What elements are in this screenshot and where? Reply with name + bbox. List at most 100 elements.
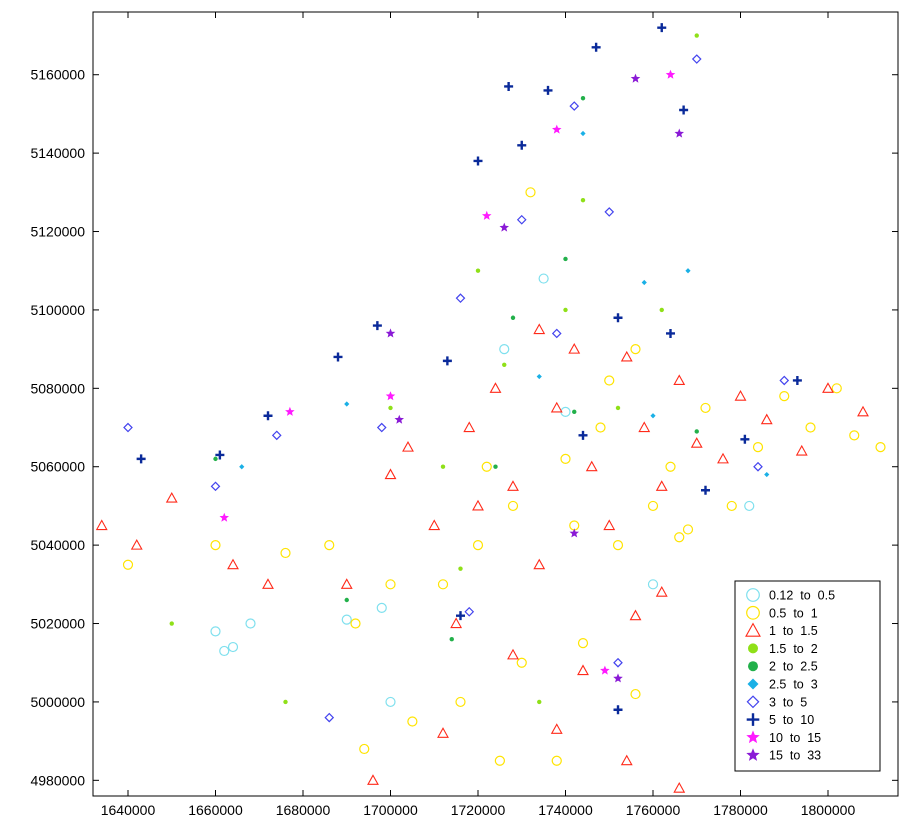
series-2-point-9 (463, 421, 476, 433)
series-0-point-4 (376, 602, 387, 613)
plot-frame (92, 11, 899, 797)
series-5-point-1 (344, 401, 350, 407)
series-2-point-27 (857, 405, 869, 417)
series-2-point-15 (585, 460, 598, 472)
series-1-point-35 (359, 743, 370, 755)
legend-label-5: 2.5 to 3 (769, 678, 818, 692)
series-9-point-3 (674, 128, 684, 138)
series-6-group (123, 54, 790, 723)
series-8-point-2 (482, 210, 492, 220)
series-2-point-10 (489, 382, 502, 393)
series-1-point-14 (630, 344, 641, 355)
series-7-point-12 (666, 328, 675, 338)
x-tick-label: 1740000 (538, 802, 593, 818)
x-tick-label: 1720000 (451, 802, 506, 818)
series-8-point-5 (552, 124, 562, 134)
x-tick-label: 1660000 (188, 802, 243, 818)
series-7-point-15 (792, 375, 802, 385)
series-7-point-9 (591, 42, 601, 52)
y-tick-label: 5000000 (30, 694, 85, 710)
series-9-point-0 (385, 328, 396, 338)
legend-label-4: 2 to 2.5 (769, 660, 818, 674)
legend-marker-0 (746, 588, 760, 602)
series-6-point-1 (210, 481, 221, 492)
series-2-point-39 (384, 468, 397, 480)
series-1-point-28 (630, 688, 641, 700)
series-3-point-5 (502, 362, 507, 367)
series-3-point-11 (537, 699, 542, 705)
y-tick-label: 5100000 (30, 302, 85, 318)
series-7-point-5 (442, 356, 452, 366)
series-1-point-26 (525, 187, 536, 198)
series-1-point-7 (472, 540, 484, 551)
series-1-point-2 (280, 547, 291, 559)
series-2-point-17 (620, 350, 633, 362)
series-9-point-4 (613, 673, 623, 683)
series-1-point-21 (779, 391, 790, 402)
legend-label-0: 0.12 to 0.5 (769, 589, 835, 603)
series-2-point-30 (577, 664, 589, 676)
series-1-point-15 (647, 500, 659, 512)
legend-label-9: 15 to 33 (769, 749, 821, 763)
series-7-point-11 (657, 23, 667, 33)
series-4-point-3 (510, 315, 516, 320)
series-2-point-3 (227, 558, 239, 570)
series-7-point-10 (613, 313, 623, 323)
series-2-point-11 (507, 480, 519, 491)
legend-marker-5 (747, 678, 759, 690)
series-1-point-30 (455, 696, 466, 708)
series-5-point-4 (764, 471, 770, 478)
series-9-point-1 (499, 222, 509, 232)
series-8-group (219, 69, 676, 675)
series-1-point-29 (324, 540, 335, 551)
series-3-point-9 (694, 33, 699, 38)
series-4-point-5 (563, 256, 568, 262)
y-tick-label: 5080000 (30, 380, 85, 396)
series-8-point-6 (385, 391, 396, 401)
series-6-point-10 (464, 606, 475, 617)
series-5-point-2 (536, 373, 542, 380)
series-1-group (122, 187, 886, 766)
legend-label-3: 1.5 to 2 (769, 642, 818, 656)
series-2-point-7 (428, 519, 441, 531)
series-4-point-0 (213, 456, 218, 462)
series-3-point-0 (169, 621, 174, 626)
series-4-group (213, 96, 699, 642)
series-0-point-3 (341, 614, 352, 625)
y-tick-label: 4980000 (30, 772, 85, 788)
y-tick-label: 5020000 (30, 616, 85, 632)
series-2-point-8 (450, 617, 463, 629)
series-6-point-11 (613, 657, 623, 668)
series-1-point-9 (516, 657, 527, 668)
series-7-point-8 (543, 85, 553, 95)
series-9-point-5 (569, 528, 579, 538)
series-1-point-10 (551, 755, 562, 766)
series-7-point-7 (517, 140, 527, 150)
series-0-point-6 (647, 579, 659, 590)
points-layer (95, 23, 886, 793)
series-5-point-6 (685, 268, 691, 274)
x-tick-label: 1760000 (626, 802, 681, 818)
series-6-point-4 (516, 214, 527, 225)
y-tick-label: 5040000 (30, 537, 85, 553)
series-4-point-2 (449, 637, 454, 642)
series-1-point-31 (507, 500, 519, 512)
series-0-group (210, 273, 755, 708)
series-2-point-13 (550, 401, 563, 413)
legend-marker-7 (746, 713, 760, 726)
series-2-point-24 (760, 413, 773, 425)
series-7-point-20 (504, 81, 514, 91)
series-4-point-8 (493, 464, 498, 469)
series-1-point-16 (665, 461, 676, 472)
series-7-group (136, 23, 802, 715)
series-1-point-3 (350, 618, 361, 629)
series-2-point-6 (402, 440, 414, 452)
series-1-point-4 (385, 579, 396, 590)
series-5-point-5 (580, 130, 586, 137)
series-7-point-17 (456, 611, 465, 621)
series-1-point-22 (805, 422, 816, 433)
series-2-point-16 (603, 519, 616, 531)
series-2-point-25 (795, 444, 808, 456)
series-1-point-1 (210, 540, 221, 551)
series-2-point-31 (620, 754, 633, 766)
